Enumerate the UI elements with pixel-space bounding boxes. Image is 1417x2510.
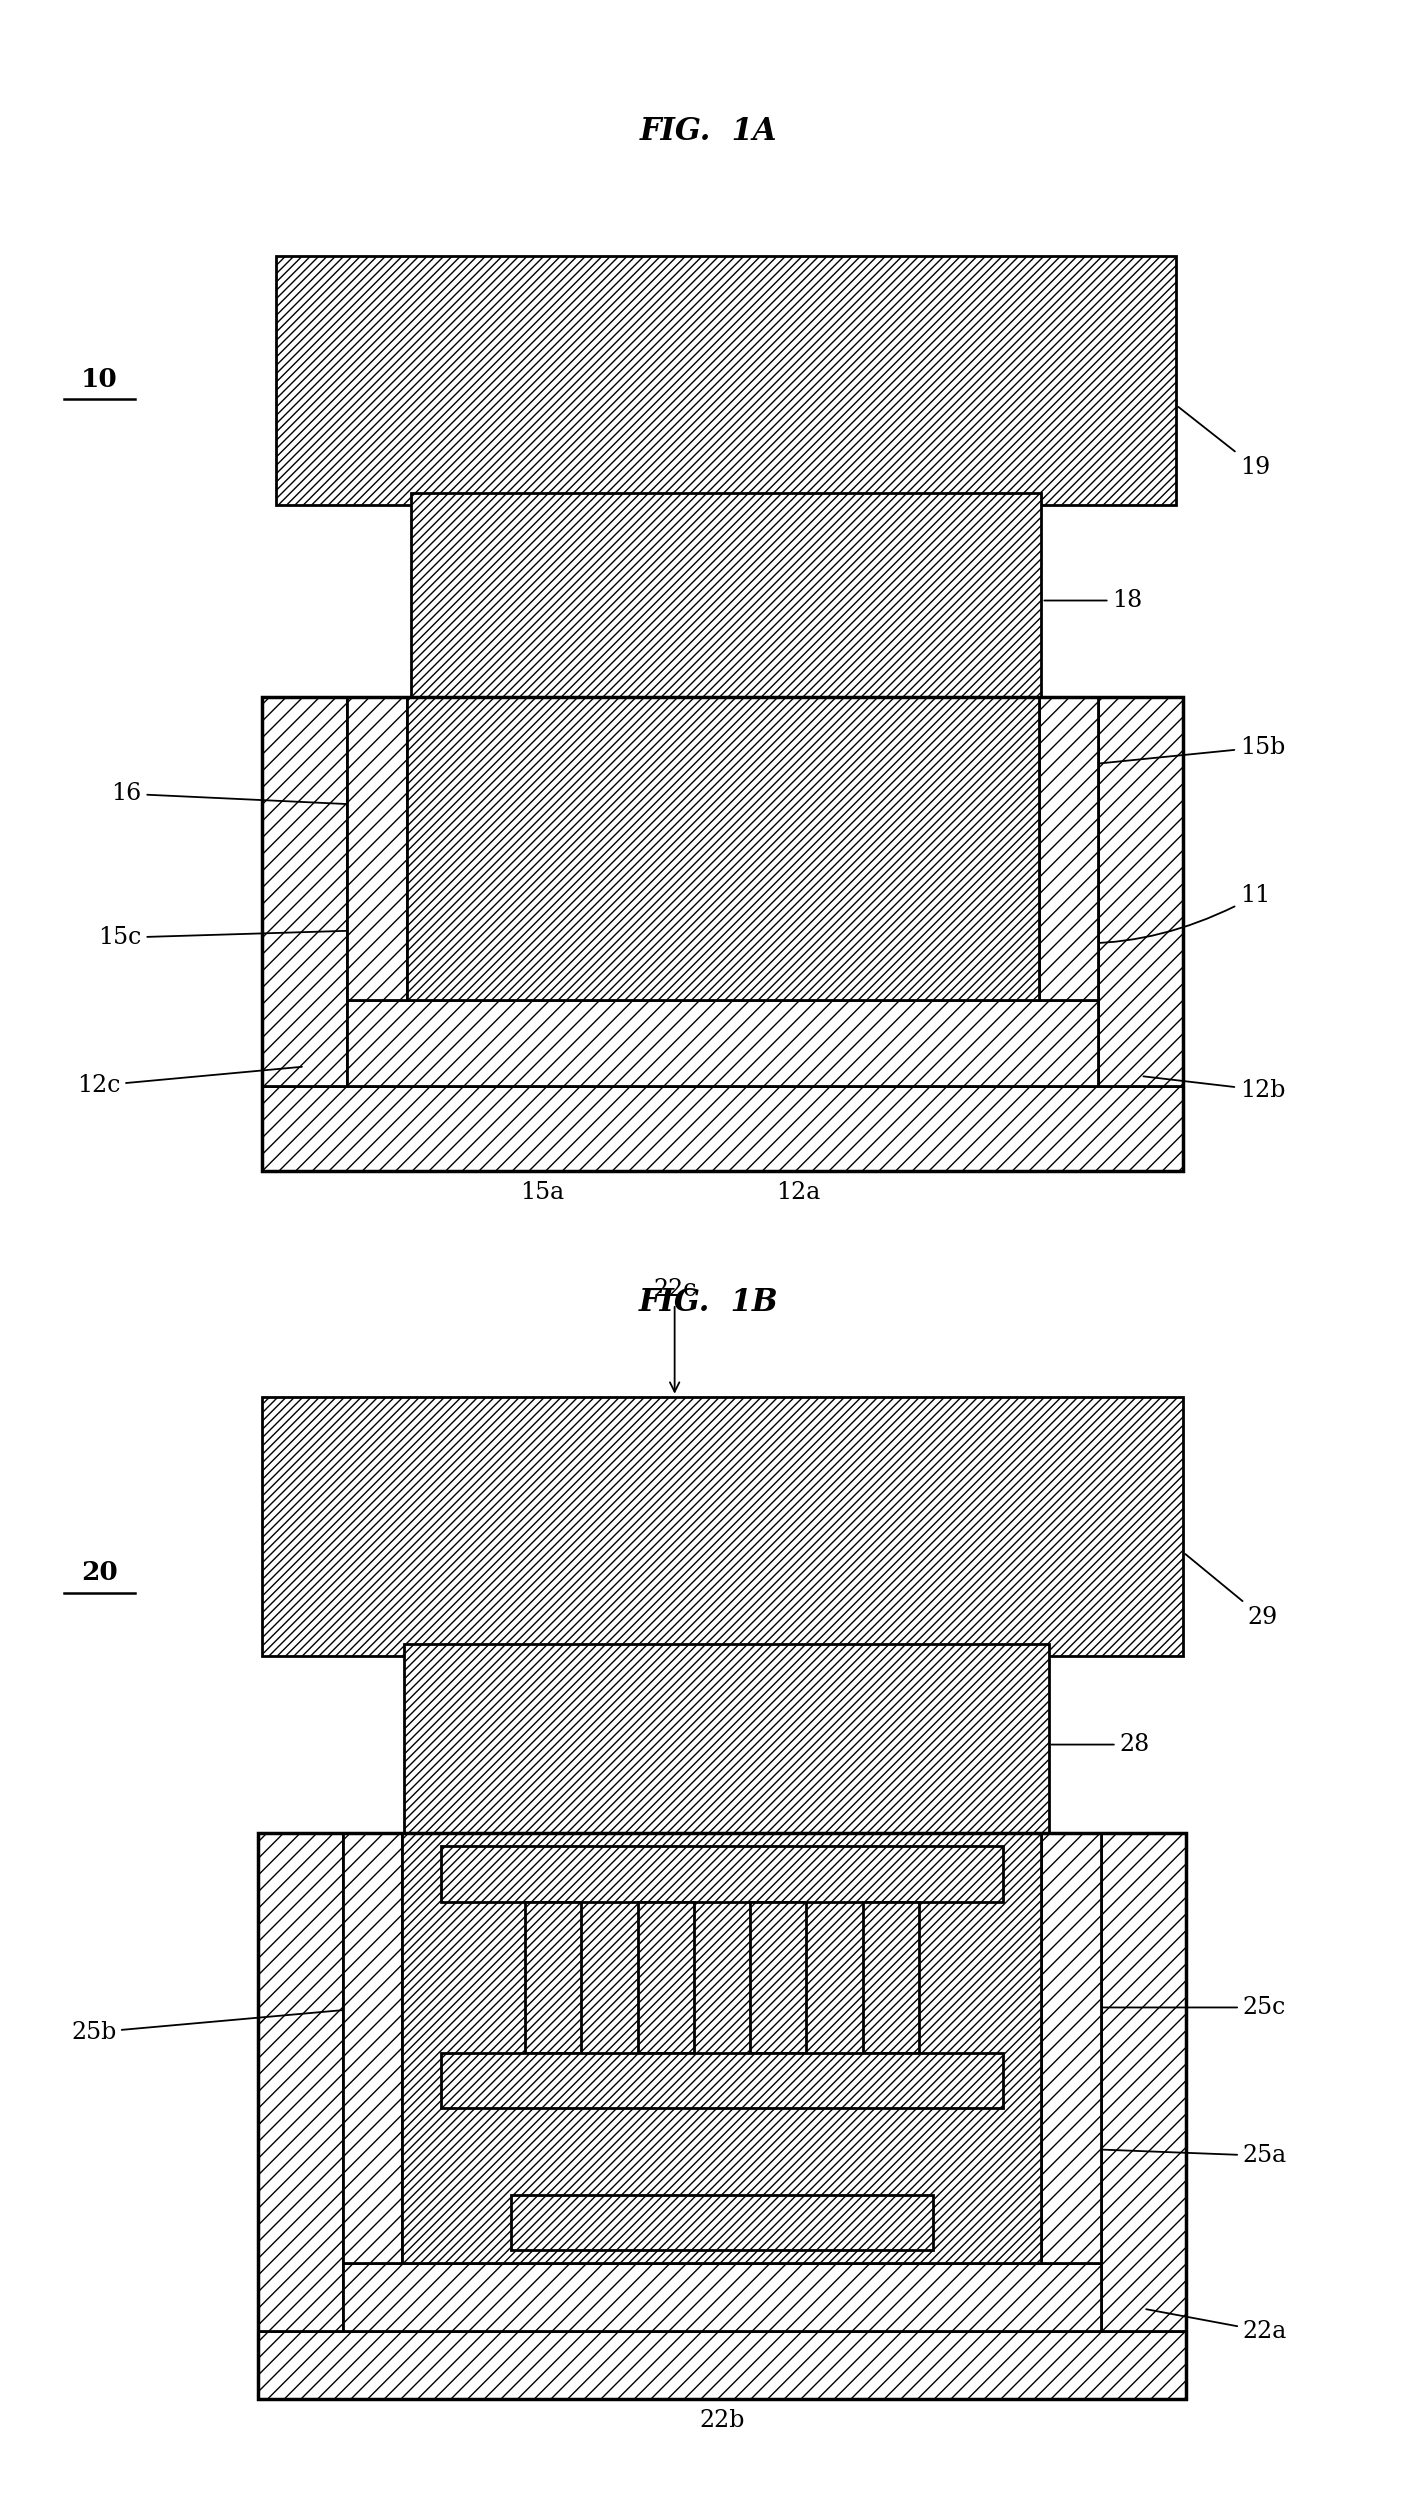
Bar	[258, 1832, 1186, 2400]
Bar	[258, 2332, 1186, 2400]
Bar	[404, 1644, 1049, 1845]
Text: 22a: 22a	[1146, 2309, 1287, 2342]
Bar	[441, 2053, 1003, 2108]
Bar	[343, 1832, 402, 2264]
Text: 10: 10	[81, 366, 118, 392]
Bar	[526, 1903, 581, 2053]
Text: 25a: 25a	[930, 2144, 1287, 2166]
Text: 19: 19	[1179, 407, 1270, 479]
Bar	[1041, 1832, 1101, 2264]
Bar	[638, 1903, 694, 2053]
Bar	[262, 1084, 1183, 1170]
Text: 22b: 22b	[699, 2410, 745, 2432]
Bar	[276, 256, 1176, 505]
Text: FIG.  1A: FIG. 1A	[639, 115, 778, 148]
Text: 29: 29	[1186, 1554, 1277, 1629]
Bar	[343, 1832, 1101, 2332]
Bar	[262, 695, 347, 1084]
Bar	[750, 1903, 806, 2053]
Bar	[262, 695, 1183, 1170]
Text: 12c: 12c	[77, 1067, 302, 1097]
Text: 15b: 15b	[1071, 735, 1285, 766]
Bar	[347, 695, 407, 999]
Text: 12a: 12a	[775, 1182, 820, 1205]
Text: 22c: 22c	[653, 1278, 696, 1391]
Text: 18: 18	[1044, 590, 1142, 612]
Text: 12b: 12b	[1144, 1077, 1285, 1102]
Bar	[411, 492, 1041, 708]
Bar	[1101, 1832, 1186, 2332]
Bar	[347, 695, 1098, 1084]
Bar	[262, 695, 1183, 1170]
Bar	[347, 999, 1098, 1084]
Bar	[258, 1832, 343, 2332]
Bar	[1039, 695, 1098, 999]
Bar	[343, 2264, 1101, 2332]
Text: FIG.  1B: FIG. 1B	[639, 1288, 778, 1318]
Text: 15a: 15a	[520, 1182, 564, 1205]
Bar	[258, 1832, 1186, 2400]
Text: 15c: 15c	[98, 926, 374, 949]
Bar	[402, 1832, 1041, 2264]
Bar	[1098, 695, 1183, 1084]
Text: 16: 16	[112, 783, 374, 806]
Bar	[407, 695, 1039, 999]
Bar	[262, 1396, 1183, 1657]
Text: 20: 20	[81, 1561, 118, 1586]
Bar	[512, 2194, 932, 2251]
Bar	[863, 1903, 918, 2053]
Text: 25b: 25b	[71, 2008, 370, 2043]
Bar	[441, 1845, 1003, 1903]
Text: 25c: 25c	[1074, 1995, 1287, 2018]
Text: 11: 11	[939, 884, 1270, 944]
Text: 28: 28	[1051, 1732, 1149, 1757]
